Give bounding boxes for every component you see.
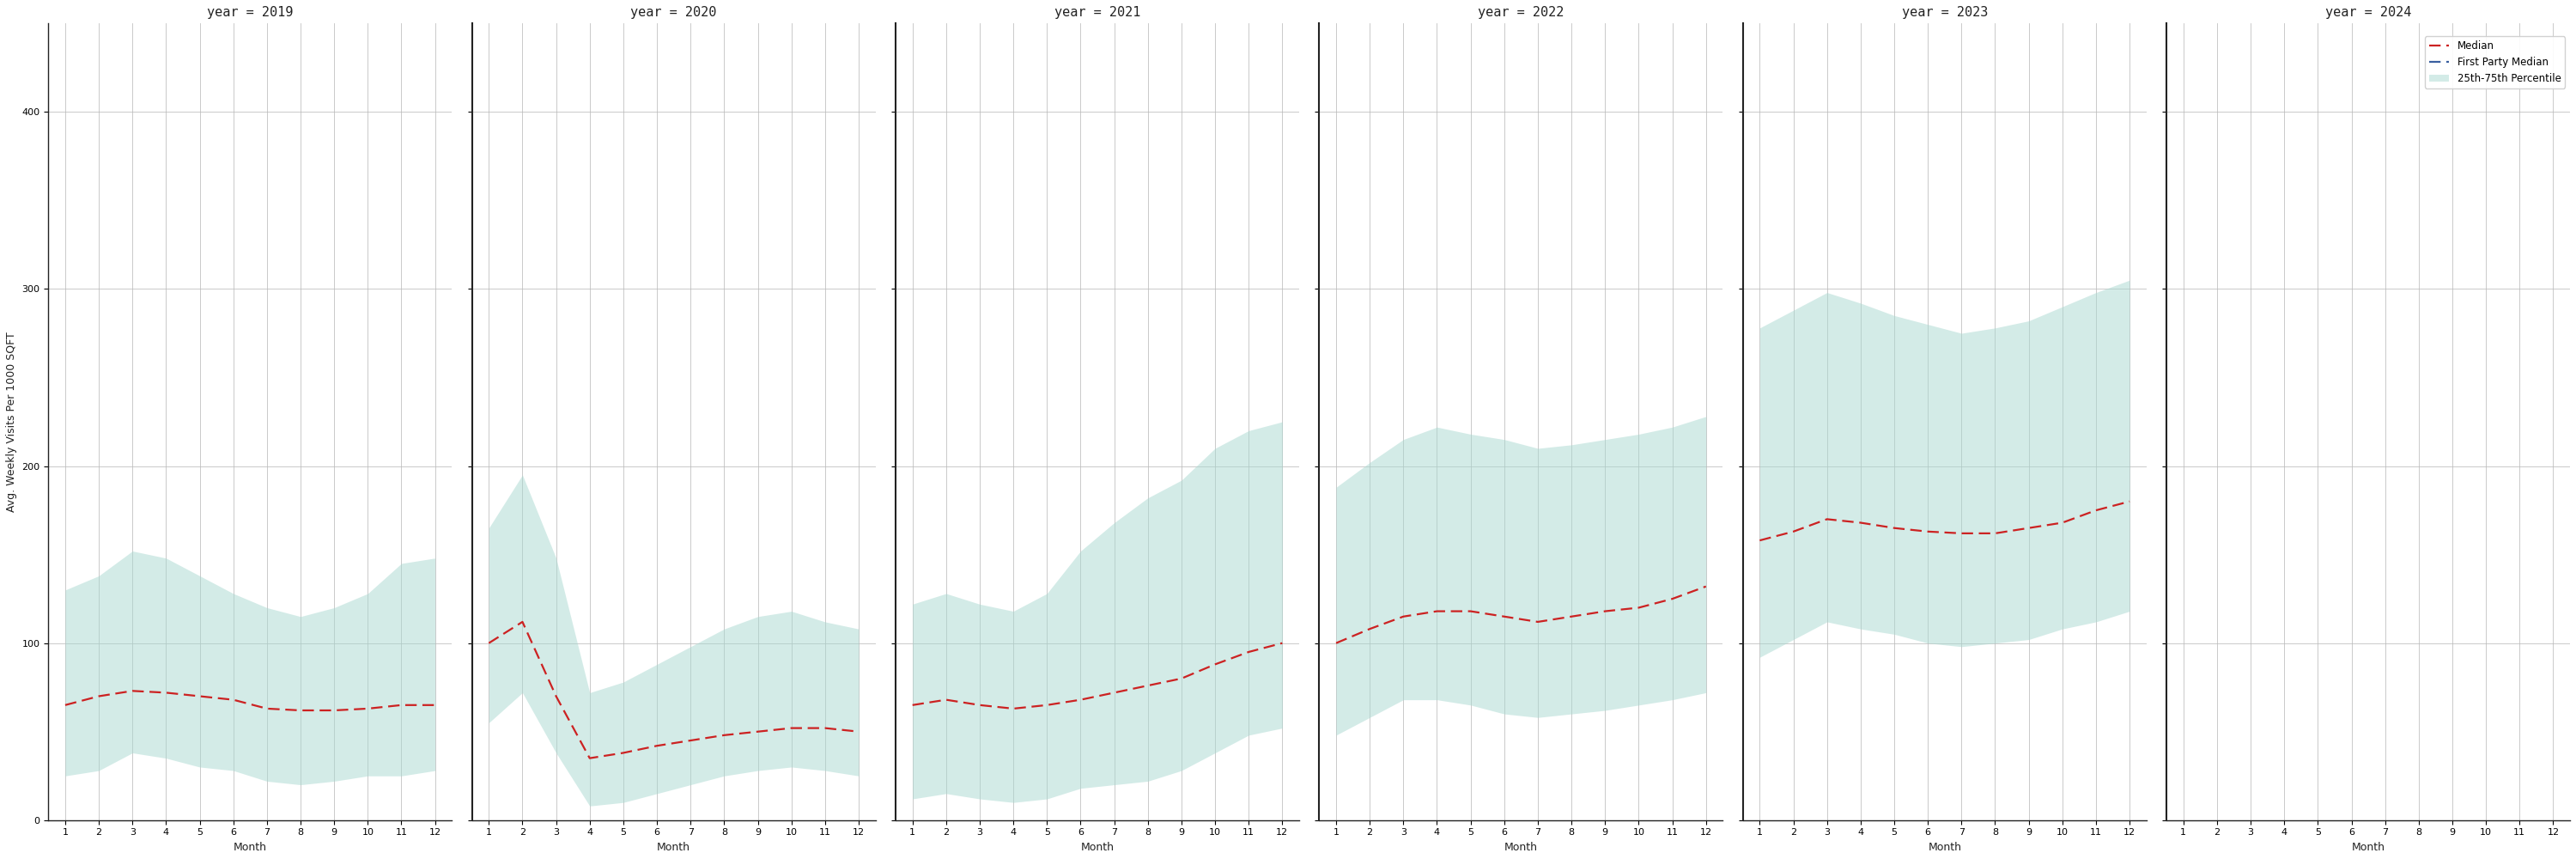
X-axis label: Month: Month xyxy=(234,842,268,853)
X-axis label: Month: Month xyxy=(657,842,690,853)
X-axis label: Month: Month xyxy=(1504,842,1538,853)
Title: year = 2020: year = 2020 xyxy=(631,6,716,19)
Title: year = 2023: year = 2023 xyxy=(1901,6,1989,19)
X-axis label: Month: Month xyxy=(1927,842,1960,853)
Legend: Median, First Party Median, 25th-75th Percentile: Median, First Party Median, 25th-75th Pe… xyxy=(2424,36,2566,88)
Title: year = 2019: year = 2019 xyxy=(206,6,294,19)
Title: year = 2021: year = 2021 xyxy=(1054,6,1141,19)
X-axis label: Month: Month xyxy=(2352,842,2385,853)
Title: year = 2022: year = 2022 xyxy=(1479,6,1564,19)
X-axis label: Month: Month xyxy=(1082,842,1115,853)
Y-axis label: Avg. Weekly Visits Per 1000 SQFT: Avg. Weekly Visits Per 1000 SQFT xyxy=(5,332,18,512)
Title: year = 2024: year = 2024 xyxy=(2326,6,2411,19)
